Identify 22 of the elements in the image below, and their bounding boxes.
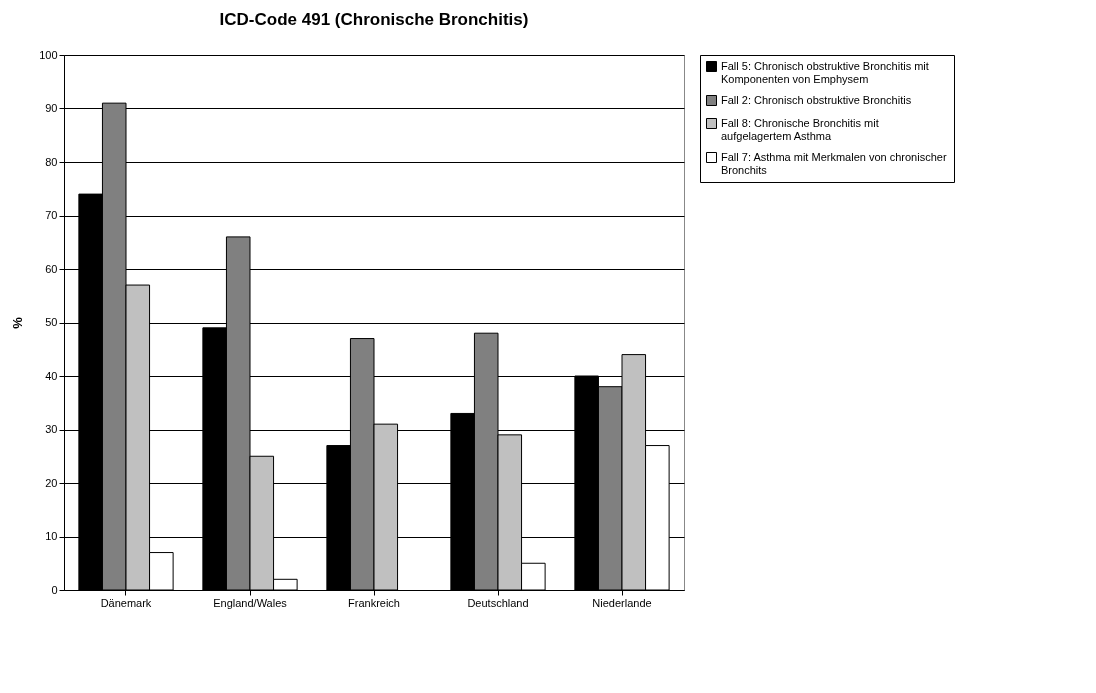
y-axis-title: % <box>10 316 26 329</box>
y-tick-label: 80 <box>45 155 58 168</box>
y-tick-label: 30 <box>45 423 58 435</box>
x-tick-label: Niederlande <box>592 596 652 609</box>
legend-label: Fall 8: Chronische Bronchitis mit aufgelagertem Asthma <box>721 116 879 142</box>
y-tick-label: 20 <box>45 476 58 489</box>
legend-label: Fall 2: Chronisch obstruktive Bronchitis <box>721 93 912 106</box>
x-tick-label: Dänemark <box>100 596 152 609</box>
chart-title: ICD-Code 491 (Chronische Bronchitis) <box>219 10 529 29</box>
y-tick-label: 40 <box>45 369 58 382</box>
legend-label: Fall 5: Chronisch obstruktive Bronchitis mit Komponenten von Emphysem <box>721 59 929 85</box>
y-tick-label: 0 <box>51 583 58 596</box>
x-tick-label: Frankreich <box>348 596 400 609</box>
x-tick-label: Deutschland <box>467 596 529 609</box>
y-tick-label: 90 <box>45 102 58 114</box>
y-tick-label: 60 <box>45 262 58 275</box>
legend-label: Fall 7: Asthma mit Merkmalen von chronischer Bronchits <box>721 150 947 176</box>
x-tick-label: England/Wales <box>213 596 288 609</box>
y-tick-label: 50 <box>45 316 58 328</box>
y-tick-label: 70 <box>45 209 58 221</box>
y-tick-label: 100 <box>39 48 58 61</box>
y-tick-label: 10 <box>45 530 58 542</box>
